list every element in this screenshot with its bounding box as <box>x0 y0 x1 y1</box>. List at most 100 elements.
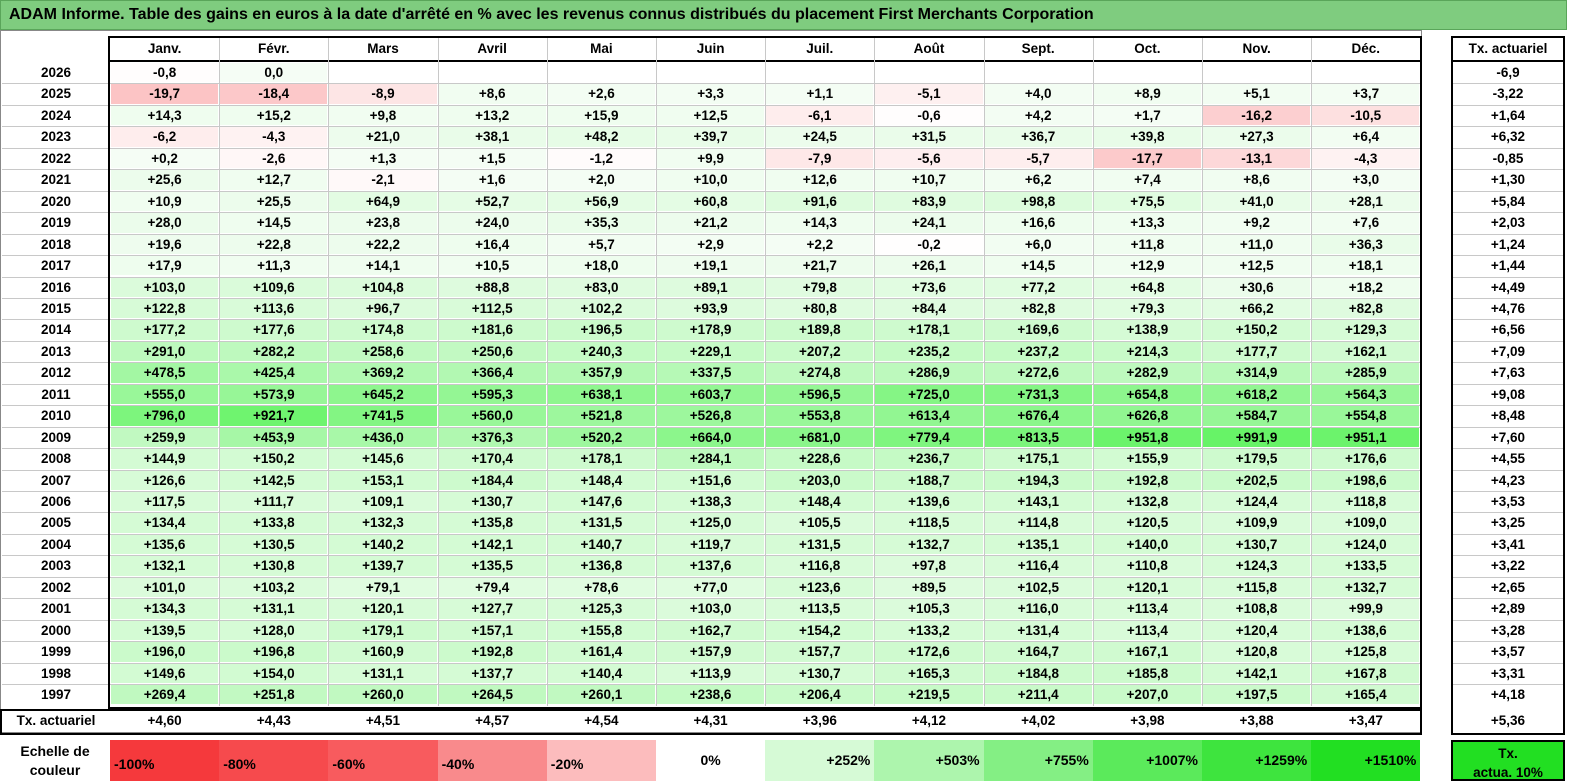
heatmap-cell: +12,9 <box>1093 256 1201 276</box>
heatmap-cell: +618,2 <box>1203 384 1311 405</box>
grid-line <box>1202 36 1203 706</box>
heatmap-cell: +250,6 <box>438 341 546 362</box>
grid-line <box>1453 276 1563 278</box>
heatmap-cell: +132,7 <box>875 534 983 555</box>
heatmap-cell: +13,3 <box>1093 213 1201 233</box>
heatmap-cell: +197,5 <box>1203 685 1311 705</box>
year-label: 2017 <box>40 258 72 274</box>
heatmap-cell: +21,2 <box>657 213 765 233</box>
heatmap-cell: +133,2 <box>875 620 983 641</box>
grid-line <box>2 319 1421 321</box>
heatmap-cell: +132,8 <box>1093 492 1201 512</box>
heatmap-cell: +229,1 <box>657 341 765 362</box>
year-label: 2020 <box>40 193 72 209</box>
actuarial-rate: +3,22 <box>1490 558 1526 574</box>
scale-rate-line: actua. 10% <box>1473 765 1543 780</box>
heatmap-cell: +18,1 <box>1312 256 1420 276</box>
heatmap-cell: +165,3 <box>875 663 983 684</box>
heatmap-cell: +3,7 <box>1312 84 1420 104</box>
heatmap-cell: +555,0 <box>111 384 219 405</box>
heatmap-cell <box>766 63 874 83</box>
heatmap-cell: +116,8 <box>766 556 874 576</box>
heatmap-cell: +3,3 <box>657 84 765 104</box>
scale-swatch: 0% <box>656 740 766 781</box>
heatmap-cell: +177,6 <box>220 320 328 340</box>
heatmap-cell: +24,5 <box>766 127 874 147</box>
heatmap-cell: +140,0 <box>1093 534 1201 555</box>
heatmap-cell: +14,5 <box>984 256 1092 276</box>
scale-swatch: -20% <box>546 740 656 781</box>
heatmap-cell: +131,5 <box>766 534 874 555</box>
heatmap-cell: +103,0 <box>111 277 219 297</box>
heatmap-cell: +573,9 <box>220 384 328 405</box>
actuarial-rate: +1,64 <box>1490 107 1526 123</box>
heatmap-cell: +813,5 <box>984 427 1092 448</box>
heatmap-cell: +676,4 <box>984 406 1092 426</box>
scale-label-line: Echelle de <box>20 743 90 759</box>
heatmap-cell: +157,1 <box>438 620 546 641</box>
heatmap-cell: +89,5 <box>875 577 983 598</box>
grid-line <box>983 36 985 706</box>
heatmap-cell: +6,2 <box>984 170 1092 190</box>
year-label: 2023 <box>40 129 72 145</box>
heatmap-cell: +105,3 <box>875 599 983 619</box>
heatmap-cell: +89,1 <box>657 277 765 297</box>
year-label: 2002 <box>40 579 72 595</box>
heatmap-cell: +145,6 <box>329 449 437 469</box>
year-label: 2015 <box>40 300 72 316</box>
heatmap-cell: +603,7 <box>657 384 765 405</box>
year-label: 2001 <box>40 601 72 617</box>
year-label: 2026 <box>40 65 72 80</box>
heatmap-cell: +626,8 <box>1093 406 1201 426</box>
heatmap-cell: +138,9 <box>1093 320 1201 340</box>
heatmap-cell: +16,6 <box>984 213 1092 233</box>
heatmap-cell: +207,0 <box>1093 685 1201 705</box>
heatmap-cell: +103,0 <box>657 599 765 619</box>
heatmap-cell: +177,2 <box>111 320 219 340</box>
heatmap-cell: +272,6 <box>984 363 1092 383</box>
year-label: 2016 <box>40 279 72 295</box>
grid-line <box>2 383 1421 385</box>
heatmap-cell: -8,9 <box>329 84 437 104</box>
heatmap-cell: +189,8 <box>766 320 874 340</box>
heatmap-cell: -19,7 <box>111 84 219 104</box>
heatmap-cell: +130,8 <box>220 556 328 576</box>
grid-line <box>1453 619 1563 621</box>
heatmap-cell: -4,3 <box>220 127 328 147</box>
heatmap-cell: +127,7 <box>438 599 546 619</box>
heatmap-cell: +153,1 <box>329 470 437 490</box>
heatmap-cell: +5,7 <box>547 234 655 255</box>
heatmap-cell: +181,6 <box>438 320 546 340</box>
heatmap-cell: +11,3 <box>220 256 328 276</box>
heatmap-cell: +125,0 <box>657 513 765 533</box>
heatmap-cell <box>875 63 983 83</box>
heatmap-cell: +172,6 <box>875 642 983 662</box>
heatmap-cell: +169,6 <box>984 320 1092 340</box>
actuarial-rate: +4,18 <box>1490 687 1526 703</box>
heatmap-cell: +13,2 <box>438 105 546 126</box>
heatmap-cell: +22,8 <box>220 234 328 255</box>
heatmap-cell: +188,7 <box>875 470 983 490</box>
heatmap-cell: -5,6 <box>875 148 983 169</box>
heatmap-cell: -17,7 <box>1093 148 1201 169</box>
heatmap-cell: +137,7 <box>438 663 546 684</box>
footer-value: +4,60 <box>147 712 182 728</box>
heatmap-cell: +28,1 <box>1312 191 1420 212</box>
grid-line <box>2 555 1421 557</box>
actuarial-header: Tx. actuariel <box>1453 36 1563 62</box>
grid-line <box>1453 684 1563 686</box>
heatmap-cell: +131,1 <box>220 599 328 619</box>
actuarial-rate: +3,57 <box>1490 644 1526 660</box>
heatmap-cell: +93,9 <box>657 298 765 319</box>
grid-line <box>1453 405 1563 407</box>
grid-line <box>2 405 1421 407</box>
footer-value: +3,98 <box>1130 712 1165 728</box>
heatmap-cell: +564,3 <box>1312 384 1420 405</box>
heatmap-cell: +79,1 <box>329 577 437 598</box>
heatmap-cell: +19,6 <box>111 234 219 255</box>
grid-line <box>874 36 876 706</box>
scale-rate-swatch: Tx. actua. 10% <box>1451 740 1565 781</box>
heatmap-cell: -2,1 <box>329 170 437 190</box>
heatmap-cell: +18,0 <box>547 256 655 276</box>
heatmap-cell: +125,8 <box>1312 642 1420 662</box>
